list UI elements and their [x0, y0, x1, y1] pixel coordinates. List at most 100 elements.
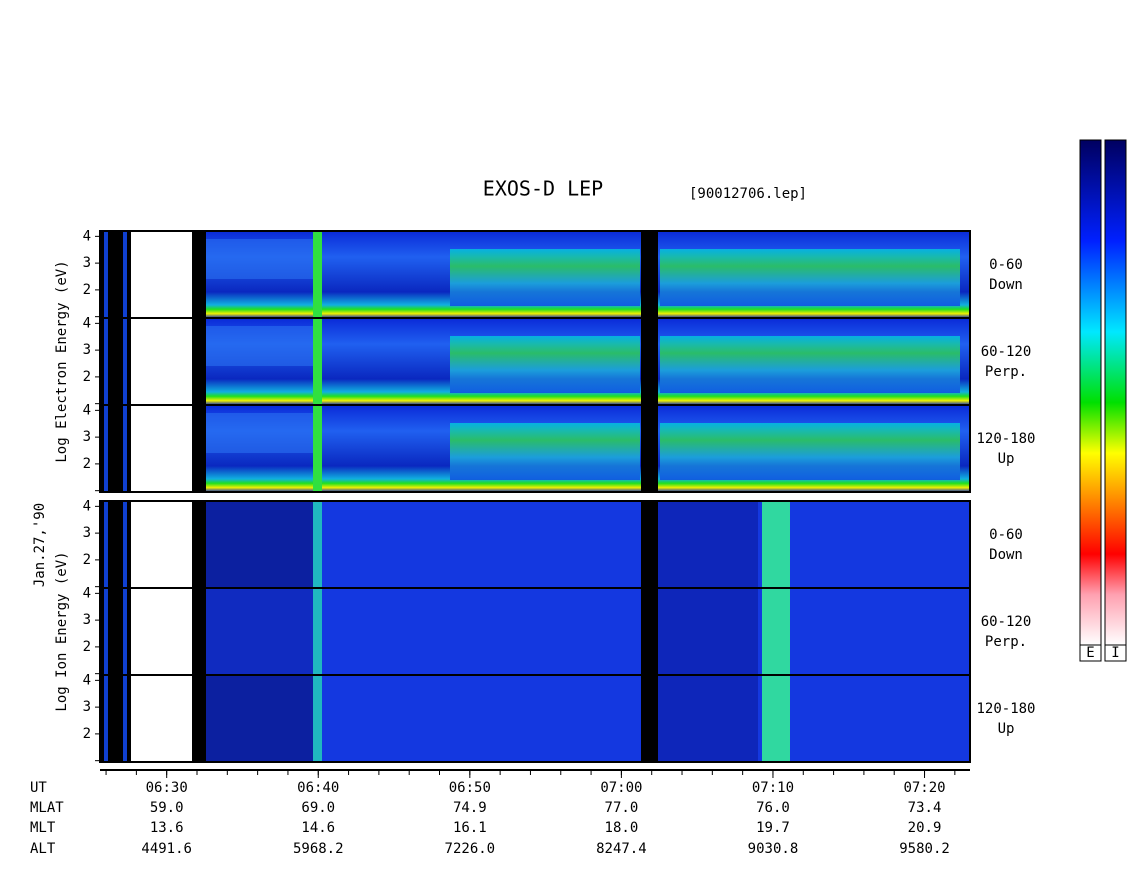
ephemeris-value: 9030.8 — [748, 841, 799, 857]
y-tick-label: 2 — [83, 726, 91, 742]
spectrogram — [313, 588, 322, 675]
spectrogram — [660, 423, 960, 480]
panel-label: 60-120 — [981, 614, 1032, 630]
ephemeris-value: 77.0 — [605, 800, 639, 816]
y-axis-label: Log Ion Energy (eV) — [54, 551, 70, 711]
y-tick-label: 4 — [83, 585, 91, 601]
spectrogram — [123, 318, 127, 405]
x-tick-label: 07:10 — [752, 780, 794, 796]
panel-label: 0-60 — [989, 527, 1023, 543]
ephemeris-name: MLAT — [30, 800, 64, 816]
spectrogram — [192, 501, 206, 588]
spectrogram — [313, 675, 322, 762]
ephemeris-value: 73.4 — [908, 800, 942, 816]
ephemeris-value: 5968.2 — [293, 841, 344, 857]
ephemeris-value: 13.6 — [150, 820, 184, 836]
spectrogram — [123, 501, 127, 588]
ephemeris-name: MLT — [30, 820, 56, 836]
spectrogram — [131, 231, 192, 318]
spectrogram — [641, 318, 658, 405]
ephemeris-value: 19.7 — [756, 820, 790, 836]
spectrogram — [658, 588, 758, 675]
spectrogram — [313, 501, 322, 588]
panel-label: Down — [989, 277, 1023, 293]
x-tick-label: 06:50 — [449, 780, 491, 796]
y-tick-label: 2 — [83, 552, 91, 568]
spectrogram — [104, 501, 108, 588]
ephemeris-name: ALT — [30, 841, 56, 857]
spectrogram — [192, 318, 206, 405]
spectrogram — [658, 501, 758, 588]
panel-frame — [99, 404, 971, 493]
spectrogram — [762, 501, 790, 588]
spectrogram — [192, 231, 206, 318]
title: EXOS-D LEP — [483, 177, 603, 201]
colorbar-label-box — [1104, 644, 1127, 662]
spectrogram — [762, 588, 790, 675]
y-tick-label: 3 — [83, 699, 91, 715]
spectrogram — [762, 675, 790, 762]
y-tick-label: 3 — [83, 429, 91, 445]
x-tick-label: 06:30 — [146, 780, 188, 796]
ephemeris-value: 18.0 — [605, 820, 639, 836]
y-tick-label: 3 — [83, 525, 91, 541]
ephemeris-value: 4491.6 — [141, 841, 192, 857]
spectrogram — [123, 231, 127, 318]
ephemeris-value: 16.1 — [453, 820, 487, 836]
panel-label: Up — [998, 721, 1015, 737]
spectrogram — [450, 336, 640, 393]
y-tick-label: 4 — [83, 402, 91, 418]
spectrogram — [206, 588, 316, 675]
spectrogram — [206, 326, 316, 366]
ephemeris-value: 76.0 — [756, 800, 790, 816]
panel-label: Up — [998, 451, 1015, 467]
x-tick-label: 06:40 — [297, 780, 339, 796]
spectrogram — [641, 501, 658, 588]
ephemeris-value: 9580.2 — [899, 841, 950, 857]
panel-label: Perp. — [985, 634, 1027, 650]
colorbar-label: I — [1111, 645, 1119, 661]
y-tick-label: 3 — [83, 342, 91, 358]
file-name: [90012706.lep] — [689, 186, 807, 202]
spectrogram — [450, 249, 640, 306]
spectrogram — [131, 588, 192, 675]
y-tick-label: 4 — [83, 672, 91, 688]
colorbar — [1104, 139, 1127, 646]
spectrogram — [206, 239, 316, 279]
y-tick-label: 3 — [83, 255, 91, 271]
spectrogram — [660, 249, 960, 306]
spectrogram — [123, 675, 127, 762]
spectrogram — [131, 405, 192, 492]
spectrogram — [313, 405, 322, 492]
spectrogram — [192, 588, 206, 675]
ephemeris-value: 20.9 — [908, 820, 942, 836]
y-tick-label: 3 — [83, 612, 91, 628]
y-tick-label: 4 — [83, 498, 91, 514]
colorbar — [1079, 139, 1102, 646]
y-tick-label: 4 — [83, 315, 91, 331]
x-tick-label: 07:00 — [600, 780, 642, 796]
spectrogram — [192, 405, 206, 492]
spectrogram — [206, 675, 316, 762]
spectrogram — [660, 336, 960, 393]
spectrogram — [131, 675, 192, 762]
panel-label: 120-180 — [976, 431, 1035, 447]
spectrogram — [123, 405, 127, 492]
spectrogram — [313, 231, 322, 318]
y-tick-label: 2 — [83, 369, 91, 385]
ephemeris-value: 14.6 — [301, 820, 335, 836]
spectrogram — [104, 405, 108, 492]
ephemeris-value: 74.9 — [453, 800, 487, 816]
colorbar-label-box — [1079, 644, 1102, 662]
spectrogram — [131, 501, 192, 588]
panel-label: Perp. — [985, 364, 1027, 380]
x-tick-label: 07:20 — [903, 780, 945, 796]
spectrogram — [641, 231, 658, 318]
spectrogram — [641, 588, 658, 675]
y-tick-label: 2 — [83, 639, 91, 655]
y-axis-label: Log Electron Energy (eV) — [54, 260, 70, 462]
ephemeris-value: 8247.4 — [596, 841, 647, 857]
spectrogram — [206, 675, 970, 762]
spectrogram — [206, 501, 316, 588]
panel-label: 120-180 — [976, 701, 1035, 717]
